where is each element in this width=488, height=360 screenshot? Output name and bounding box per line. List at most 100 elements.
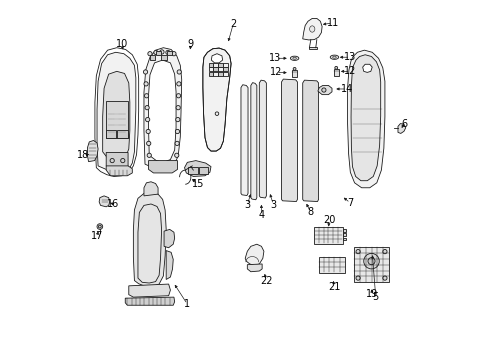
Text: 5: 5	[372, 292, 378, 302]
Circle shape	[175, 141, 179, 145]
Polygon shape	[133, 192, 166, 287]
Polygon shape	[87, 140, 98, 162]
Bar	[208, 72, 213, 76]
Bar	[314, 226, 342, 243]
Ellipse shape	[329, 55, 338, 59]
Circle shape	[147, 51, 152, 56]
Circle shape	[355, 249, 360, 254]
Bar	[342, 238, 346, 240]
Bar	[208, 67, 213, 71]
Text: 9: 9	[187, 39, 194, 49]
Bar	[166, 50, 172, 55]
Bar	[223, 72, 227, 76]
Text: 21: 21	[327, 282, 340, 292]
Text: 13: 13	[344, 52, 356, 62]
Circle shape	[367, 258, 374, 265]
Polygon shape	[247, 264, 262, 272]
Circle shape	[98, 225, 101, 228]
Text: 15: 15	[191, 179, 203, 189]
Text: 16: 16	[107, 199, 119, 209]
Circle shape	[382, 276, 386, 280]
Bar	[342, 233, 346, 236]
Circle shape	[334, 66, 337, 69]
Circle shape	[175, 117, 180, 122]
Bar	[213, 63, 218, 67]
Bar	[223, 63, 227, 67]
Bar	[342, 229, 346, 232]
Bar	[199, 167, 208, 174]
Polygon shape	[148, 161, 177, 173]
Text: 7: 7	[346, 198, 353, 208]
Circle shape	[145, 105, 149, 110]
Circle shape	[382, 249, 386, 254]
Polygon shape	[102, 71, 130, 161]
Bar	[291, 69, 296, 77]
Text: 14: 14	[340, 84, 352, 94]
Polygon shape	[97, 52, 136, 173]
Text: 1: 1	[184, 299, 190, 309]
Circle shape	[176, 94, 180, 98]
Circle shape	[293, 67, 295, 70]
Polygon shape	[184, 161, 210, 176]
Polygon shape	[302, 18, 322, 40]
Polygon shape	[166, 251, 173, 279]
Text: 18: 18	[77, 150, 89, 159]
Bar	[188, 167, 198, 174]
Bar	[223, 67, 227, 71]
Polygon shape	[143, 48, 182, 170]
Text: 22: 22	[260, 275, 272, 285]
Ellipse shape	[332, 56, 336, 58]
Circle shape	[154, 50, 158, 55]
Polygon shape	[241, 85, 247, 195]
Circle shape	[174, 153, 179, 157]
Ellipse shape	[290, 56, 298, 60]
Bar	[106, 101, 128, 138]
Text: 11: 11	[326, 18, 338, 28]
Bar	[353, 247, 388, 282]
Polygon shape	[347, 50, 384, 188]
Text: 3: 3	[244, 200, 250, 210]
Bar	[218, 63, 223, 67]
Polygon shape	[164, 229, 174, 248]
Bar	[213, 67, 218, 71]
Polygon shape	[259, 80, 266, 198]
Circle shape	[363, 253, 379, 269]
Polygon shape	[125, 297, 174, 305]
Text: 19: 19	[366, 289, 378, 298]
Circle shape	[175, 129, 179, 134]
Bar	[150, 55, 155, 60]
Polygon shape	[106, 166, 132, 176]
Circle shape	[146, 141, 150, 145]
Polygon shape	[148, 60, 176, 162]
Circle shape	[143, 70, 147, 74]
Circle shape	[147, 153, 151, 157]
Polygon shape	[302, 80, 318, 202]
Circle shape	[144, 94, 148, 98]
Text: 20: 20	[322, 215, 335, 225]
Circle shape	[97, 224, 102, 229]
Text: 4: 4	[258, 210, 264, 220]
Text: 10: 10	[115, 39, 127, 49]
Bar	[117, 130, 128, 138]
Text: 3: 3	[270, 200, 276, 210]
Bar	[208, 63, 213, 67]
Polygon shape	[211, 54, 222, 63]
Ellipse shape	[309, 26, 314, 32]
Polygon shape	[128, 284, 170, 297]
Circle shape	[321, 88, 325, 92]
Bar	[213, 72, 218, 76]
Text: 13: 13	[269, 53, 281, 63]
Text: 2: 2	[230, 19, 236, 29]
Text: 6: 6	[400, 118, 406, 129]
Polygon shape	[99, 196, 109, 207]
Polygon shape	[106, 153, 128, 170]
Ellipse shape	[292, 57, 296, 59]
Circle shape	[176, 82, 181, 86]
Circle shape	[176, 105, 180, 110]
Text: 8: 8	[307, 207, 313, 217]
Polygon shape	[203, 48, 231, 151]
Bar	[333, 68, 338, 76]
Circle shape	[143, 82, 148, 86]
Circle shape	[165, 50, 170, 55]
Bar	[106, 130, 116, 138]
